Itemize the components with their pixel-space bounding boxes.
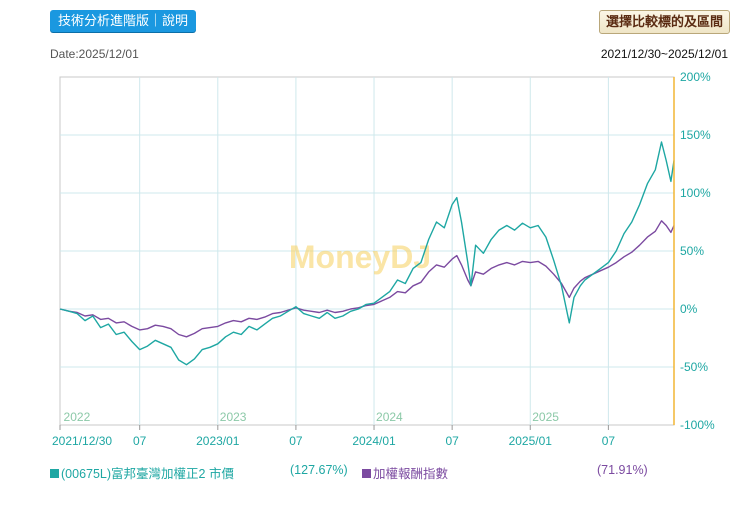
legend-value-index: (71.91%): [597, 463, 648, 477]
series-line-0: [59, 141, 675, 366]
legend-item-index: 加權報酬指數: [362, 463, 448, 482]
legend-name-index: 加權報酬指數: [373, 467, 449, 481]
y-tick-label-2: 100%: [680, 186, 711, 200]
y-tick-label-4: 0%: [680, 302, 698, 316]
series-line-1: [59, 220, 675, 338]
year-label-1: 2023: [220, 410, 247, 424]
legend-value-etf: (127.67%): [290, 463, 348, 477]
year-label-2: 2024: [376, 410, 403, 424]
x-tick-label-2: 2023/01: [196, 434, 240, 448]
x-tick-label-1: 07: [133, 434, 147, 448]
legend-item-etf: (00675L)富邦臺灣加權正2 市價: [50, 463, 234, 482]
x-tick-label-5: 07: [445, 434, 459, 448]
legend-swatch-teal: [50, 469, 59, 478]
x-tick-label-0: 2021/12/30: [52, 434, 112, 448]
date-label: Date:2025/12/01: [50, 47, 139, 61]
x-tick-label-6: 2025/01: [509, 434, 553, 448]
grid: [60, 77, 674, 425]
x-tick-label-7: 07: [602, 434, 616, 448]
range-label: 2021/12/30~2025/12/01: [600, 47, 728, 61]
y-tick-label-0: 200%: [680, 70, 711, 84]
watermark: MoneyDJ: [289, 239, 431, 275]
legend-swatch-purple: [362, 469, 371, 478]
year-label-0: 2022: [64, 410, 91, 424]
year-labels: 2022 2023 2024 2025: [64, 410, 560, 424]
y-tick-label-1: 150%: [680, 128, 711, 142]
y-axis-ticks: 200% 150% 100% 50% 0% -50% -100%: [680, 70, 715, 432]
compare-selection-button[interactable]: 選擇比較標的及區間: [598, 10, 730, 34]
tech-analysis-button[interactable]: 技術分析進階版｜說明: [50, 10, 197, 32]
x-axis-ticks: 2021/12/30 07 2023/01 07 2024/01 07 2025/01 07: [52, 425, 615, 448]
y-tick-label-6: -100%: [680, 418, 715, 432]
year-label-3: 2025: [532, 410, 559, 424]
y-tick-label-3: 50%: [680, 244, 704, 258]
series-lines: [59, 141, 675, 366]
x-tick-label-4: 2024/01: [352, 434, 396, 448]
y-tick-label-5: -50%: [680, 360, 708, 374]
x-tick-label-3: 07: [289, 434, 303, 448]
legend-name-etf: (00675L)富邦臺灣加權正2 市價: [61, 467, 234, 481]
